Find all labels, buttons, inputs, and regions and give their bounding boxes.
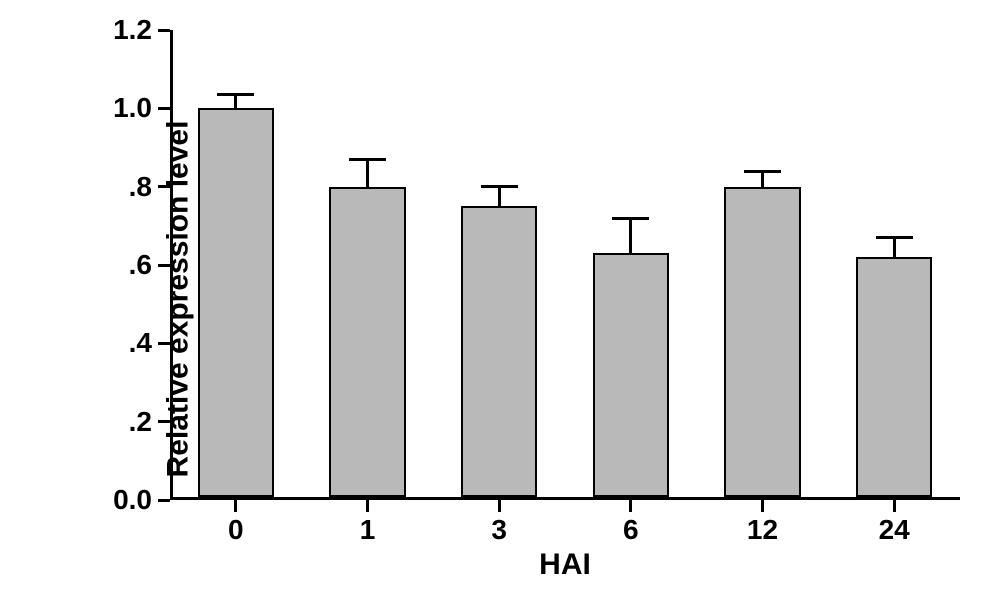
x-tick: [629, 500, 632, 512]
plot-area: 0.0.2.4.6.81.01.201361224: [170, 30, 960, 500]
error-stem: [761, 171, 764, 187]
error-cap: [481, 185, 518, 188]
error-stem: [498, 187, 501, 207]
y-tick-label: .4: [129, 327, 152, 359]
x-axis-label: HAI: [170, 548, 960, 582]
y-axis-line: [170, 30, 173, 500]
error-cap: [349, 158, 386, 161]
x-tick-label: 0: [228, 514, 244, 546]
bar: [856, 257, 932, 497]
error-cap: [876, 236, 913, 239]
x-axis-line: [170, 497, 960, 500]
error-stem: [893, 238, 896, 258]
x-tick-label: 1: [360, 514, 376, 546]
x-tick-label: 3: [491, 514, 507, 546]
x-tick: [893, 500, 896, 512]
bar-chart: Relative expression level of GmARF8-1 0.…: [0, 0, 1000, 598]
error-cap: [744, 170, 781, 173]
bar: [198, 108, 274, 497]
x-tick-label: 24: [879, 514, 910, 546]
bar: [724, 187, 800, 497]
y-tick: [158, 107, 170, 110]
x-tick-label: 6: [623, 514, 639, 546]
y-tick: [158, 499, 170, 502]
y-tick-label: 0.0: [113, 484, 152, 516]
bar: [329, 187, 405, 497]
y-tick: [158, 264, 170, 267]
x-tick: [366, 500, 369, 512]
x-tick: [234, 500, 237, 512]
x-tick: [498, 500, 501, 512]
y-tick-label: .2: [129, 406, 152, 438]
x-tick-label: 12: [747, 514, 778, 546]
y-tick: [158, 420, 170, 423]
bar: [593, 253, 669, 497]
y-tick: [158, 185, 170, 188]
error-cap: [217, 93, 254, 96]
error-stem: [234, 95, 237, 109]
y-tick-label: .8: [129, 171, 152, 203]
x-tick: [761, 500, 764, 512]
y-tick: [158, 29, 170, 32]
error-cap: [612, 217, 649, 220]
y-tick: [158, 342, 170, 345]
y-tick-label: .6: [129, 249, 152, 281]
y-tick-label: 1.2: [113, 14, 152, 46]
bar: [461, 206, 537, 497]
y-tick-label: 1.0: [113, 92, 152, 124]
error-stem: [629, 218, 632, 253]
error-stem: [366, 159, 369, 186]
